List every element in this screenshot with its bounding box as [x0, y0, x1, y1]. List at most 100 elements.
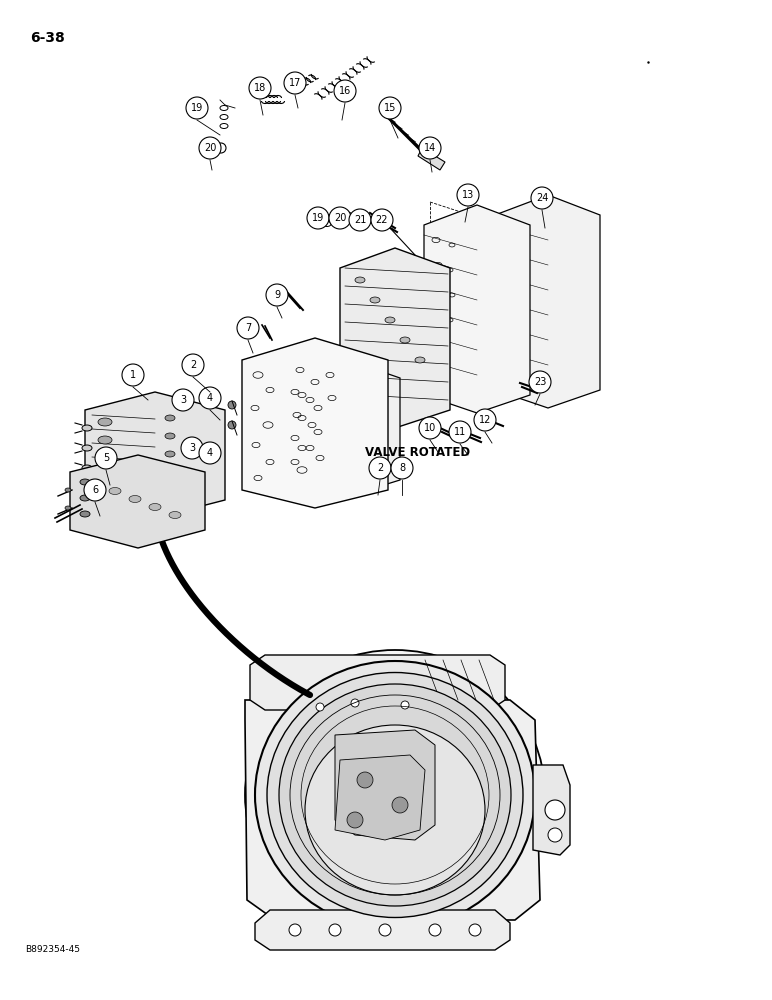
- Ellipse shape: [82, 445, 92, 451]
- Ellipse shape: [80, 511, 90, 517]
- Polygon shape: [242, 338, 388, 508]
- Circle shape: [199, 387, 221, 409]
- Circle shape: [529, 371, 551, 393]
- Ellipse shape: [80, 479, 90, 485]
- Polygon shape: [250, 655, 505, 710]
- Text: 4: 4: [207, 448, 213, 458]
- Text: 19: 19: [191, 103, 203, 113]
- Text: 17: 17: [289, 78, 301, 88]
- Polygon shape: [70, 455, 205, 548]
- Text: 9: 9: [274, 290, 280, 300]
- Text: 8: 8: [399, 463, 405, 473]
- Circle shape: [545, 800, 565, 820]
- Text: 13: 13: [462, 190, 474, 200]
- Circle shape: [371, 209, 393, 231]
- Circle shape: [249, 77, 271, 99]
- Circle shape: [289, 924, 301, 936]
- Circle shape: [329, 207, 351, 229]
- Circle shape: [531, 187, 553, 209]
- Circle shape: [334, 80, 356, 102]
- Text: 21: 21: [354, 215, 366, 225]
- Ellipse shape: [165, 433, 175, 439]
- Text: 19: 19: [312, 213, 324, 223]
- Circle shape: [95, 447, 117, 469]
- Circle shape: [228, 421, 236, 429]
- Ellipse shape: [305, 725, 485, 895]
- Circle shape: [379, 924, 391, 936]
- Circle shape: [237, 317, 259, 339]
- Text: 14: 14: [424, 143, 436, 153]
- Text: VALVE ROTATED: VALVE ROTATED: [365, 446, 470, 458]
- Ellipse shape: [65, 488, 71, 492]
- Circle shape: [419, 417, 441, 439]
- Circle shape: [449, 421, 471, 443]
- Text: 2: 2: [377, 463, 383, 473]
- Polygon shape: [495, 195, 600, 408]
- Text: 6: 6: [92, 485, 98, 495]
- Circle shape: [474, 409, 496, 431]
- Polygon shape: [340, 248, 450, 428]
- Text: 15: 15: [384, 103, 396, 113]
- Circle shape: [181, 437, 203, 459]
- Circle shape: [469, 924, 481, 936]
- Circle shape: [401, 701, 409, 709]
- Text: 3: 3: [180, 395, 186, 405]
- Ellipse shape: [279, 684, 511, 906]
- Circle shape: [357, 772, 373, 788]
- Ellipse shape: [98, 472, 112, 480]
- Circle shape: [122, 364, 144, 386]
- Polygon shape: [424, 205, 530, 413]
- Ellipse shape: [165, 451, 175, 457]
- Circle shape: [266, 284, 288, 306]
- Circle shape: [429, 924, 441, 936]
- Circle shape: [172, 389, 194, 411]
- Circle shape: [379, 97, 401, 119]
- Circle shape: [316, 703, 324, 711]
- Circle shape: [228, 401, 236, 409]
- Text: 3: 3: [189, 443, 195, 453]
- Text: 7: 7: [245, 323, 251, 333]
- Text: 20: 20: [334, 213, 346, 223]
- Ellipse shape: [80, 495, 90, 501]
- Circle shape: [548, 828, 562, 842]
- Text: 1: 1: [130, 370, 136, 380]
- Polygon shape: [255, 910, 510, 950]
- Polygon shape: [284, 358, 400, 498]
- Circle shape: [329, 924, 341, 936]
- Circle shape: [349, 209, 371, 231]
- Ellipse shape: [355, 277, 365, 283]
- Polygon shape: [533, 765, 570, 855]
- Ellipse shape: [89, 480, 101, 487]
- Circle shape: [457, 184, 479, 206]
- Ellipse shape: [98, 418, 112, 426]
- Text: 6-38: 6-38: [30, 31, 65, 45]
- Polygon shape: [245, 700, 540, 920]
- Ellipse shape: [149, 504, 161, 510]
- Polygon shape: [85, 392, 225, 518]
- Ellipse shape: [245, 650, 545, 940]
- Ellipse shape: [129, 495, 141, 502]
- Ellipse shape: [65, 506, 71, 510]
- Circle shape: [391, 457, 413, 479]
- Text: 12: 12: [479, 415, 491, 425]
- Circle shape: [307, 207, 329, 229]
- Polygon shape: [418, 148, 445, 170]
- Circle shape: [369, 457, 391, 479]
- Text: 22: 22: [376, 215, 388, 225]
- Text: 18: 18: [254, 83, 266, 93]
- Text: 10: 10: [424, 423, 436, 433]
- Text: 4: 4: [207, 393, 213, 403]
- Circle shape: [284, 72, 306, 94]
- Ellipse shape: [370, 297, 380, 303]
- Circle shape: [199, 137, 221, 159]
- Text: B892354-45: B892354-45: [25, 946, 80, 954]
- Ellipse shape: [109, 488, 121, 494]
- Text: 20: 20: [204, 143, 216, 153]
- Text: 11: 11: [454, 427, 466, 437]
- Ellipse shape: [98, 454, 112, 462]
- Ellipse shape: [255, 661, 535, 929]
- Text: 23: 23: [533, 377, 546, 387]
- Ellipse shape: [267, 672, 523, 918]
- Circle shape: [199, 442, 221, 464]
- Polygon shape: [335, 730, 435, 840]
